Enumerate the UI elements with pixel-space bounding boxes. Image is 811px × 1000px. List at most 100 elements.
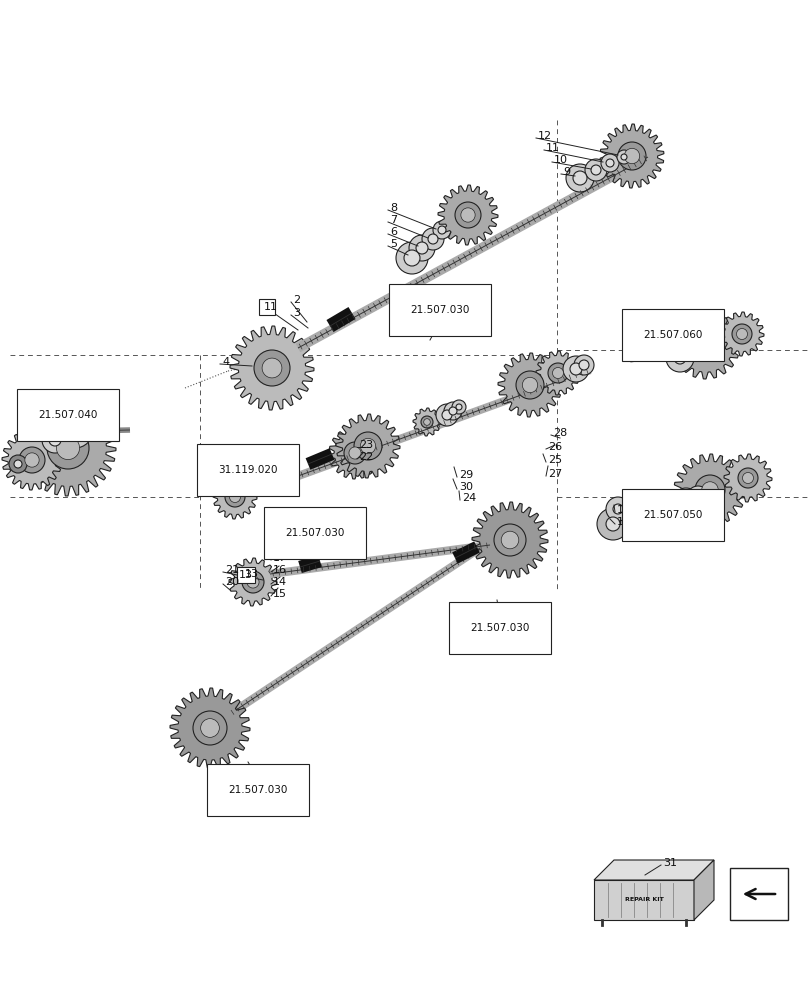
Polygon shape: [693, 860, 713, 920]
Circle shape: [444, 402, 461, 420]
Text: 5: 5: [389, 239, 397, 249]
Circle shape: [547, 363, 568, 383]
Circle shape: [404, 250, 419, 266]
Polygon shape: [497, 353, 561, 417]
Text: 25: 25: [547, 455, 561, 465]
Polygon shape: [230, 326, 314, 410]
Text: 24: 24: [461, 493, 476, 503]
Text: REPAIR KIT: REPAIR KIT: [624, 897, 663, 902]
Circle shape: [242, 571, 264, 593]
Circle shape: [686, 486, 708, 508]
Text: 3: 3: [293, 308, 299, 318]
Text: 1: 1: [270, 302, 277, 312]
Circle shape: [737, 468, 757, 488]
Circle shape: [500, 531, 518, 549]
Text: 21.507.030: 21.507.030: [410, 305, 469, 315]
Circle shape: [420, 416, 432, 428]
Circle shape: [600, 154, 618, 172]
Circle shape: [731, 324, 751, 344]
Text: 6: 6: [389, 227, 397, 237]
Circle shape: [569, 363, 581, 375]
Text: 31: 31: [663, 858, 676, 868]
Polygon shape: [212, 475, 257, 519]
Polygon shape: [169, 688, 250, 768]
Text: 21.507.040: 21.507.040: [38, 410, 97, 420]
Circle shape: [573, 171, 586, 185]
Text: 21.507.050: 21.507.050: [642, 510, 702, 520]
Circle shape: [436, 404, 457, 426]
Circle shape: [596, 508, 629, 540]
Polygon shape: [413, 408, 440, 436]
Circle shape: [448, 407, 457, 415]
Circle shape: [673, 352, 685, 364]
Polygon shape: [471, 502, 547, 578]
Text: 21.507.030: 21.507.030: [228, 785, 287, 795]
Text: 21.507.030: 21.507.030: [285, 528, 344, 538]
Circle shape: [247, 576, 259, 588]
Circle shape: [415, 242, 427, 254]
Circle shape: [454, 202, 480, 228]
Text: 23: 23: [358, 440, 373, 450]
Circle shape: [42, 427, 68, 453]
Circle shape: [551, 367, 563, 378]
Circle shape: [679, 496, 691, 508]
Circle shape: [230, 491, 240, 502]
Text: 13: 13: [245, 569, 259, 579]
Text: 19: 19: [616, 505, 630, 515]
Circle shape: [19, 447, 45, 473]
Circle shape: [14, 460, 22, 468]
Circle shape: [57, 412, 93, 448]
Circle shape: [578, 360, 588, 370]
Circle shape: [590, 165, 600, 175]
Text: 20: 20: [225, 577, 238, 587]
Polygon shape: [719, 312, 763, 356]
Circle shape: [493, 524, 526, 556]
Polygon shape: [599, 124, 663, 188]
Circle shape: [573, 355, 594, 375]
Text: 16: 16: [272, 565, 286, 575]
Polygon shape: [672, 311, 739, 379]
Text: 12: 12: [538, 131, 551, 141]
FancyBboxPatch shape: [729, 868, 787, 920]
Circle shape: [672, 488, 699, 516]
FancyBboxPatch shape: [259, 299, 275, 315]
Circle shape: [691, 331, 719, 359]
Circle shape: [616, 150, 630, 164]
Polygon shape: [437, 185, 497, 245]
Circle shape: [200, 719, 219, 737]
Text: 10: 10: [553, 155, 568, 165]
Circle shape: [67, 422, 83, 438]
Circle shape: [25, 453, 39, 467]
Circle shape: [349, 447, 361, 459]
FancyBboxPatch shape: [237, 567, 255, 583]
Circle shape: [456, 404, 461, 410]
Polygon shape: [594, 860, 713, 880]
Polygon shape: [336, 414, 400, 478]
Circle shape: [605, 517, 620, 531]
Text: 21.507.060: 21.507.060: [642, 330, 702, 340]
Circle shape: [225, 487, 245, 507]
Text: 13: 13: [238, 570, 253, 580]
Circle shape: [423, 419, 430, 425]
Circle shape: [432, 221, 450, 239]
Circle shape: [441, 410, 452, 420]
Circle shape: [360, 438, 375, 454]
Circle shape: [193, 711, 227, 745]
Circle shape: [461, 208, 474, 222]
Polygon shape: [594, 880, 693, 920]
Text: 2: 2: [293, 295, 300, 305]
Polygon shape: [328, 427, 380, 479]
Polygon shape: [673, 454, 745, 526]
Circle shape: [617, 142, 646, 170]
Circle shape: [49, 434, 61, 446]
Circle shape: [515, 371, 543, 399]
Circle shape: [521, 377, 537, 393]
Circle shape: [605, 159, 613, 167]
Text: 4: 4: [221, 357, 229, 367]
Circle shape: [47, 427, 89, 469]
Circle shape: [624, 148, 639, 164]
Text: 28: 28: [552, 428, 567, 438]
Text: 31.119.020: 31.119.020: [218, 465, 277, 475]
Circle shape: [694, 475, 724, 505]
Circle shape: [612, 504, 622, 514]
